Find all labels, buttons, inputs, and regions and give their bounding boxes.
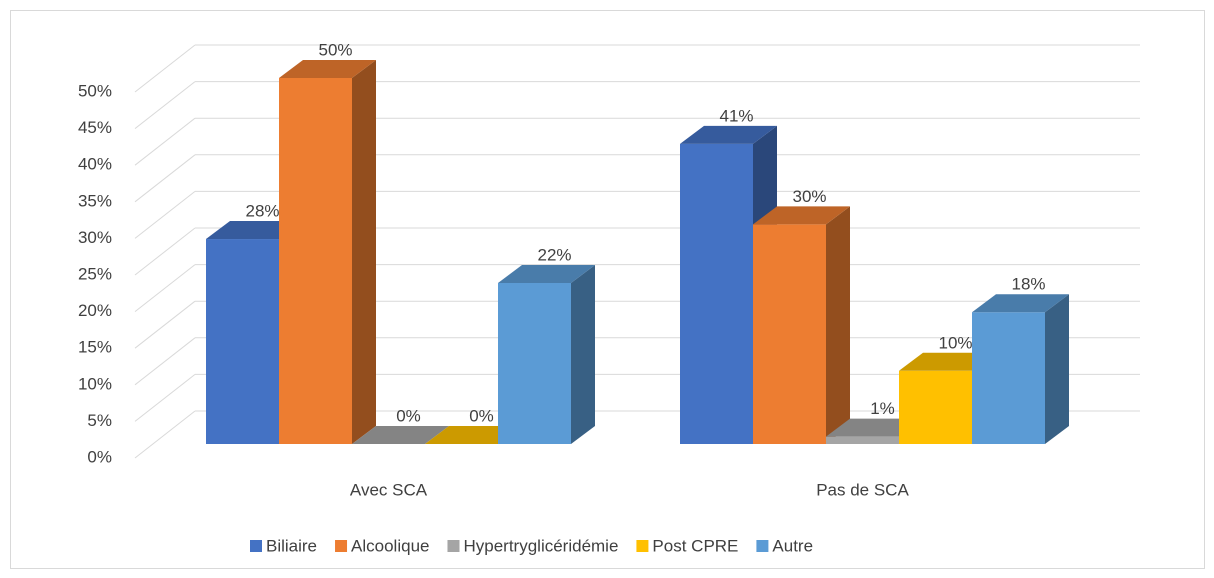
bar — [206, 239, 279, 444]
data-label: 28% — [245, 202, 279, 221]
data-label: 41% — [719, 106, 753, 125]
bar-top — [206, 221, 303, 240]
y-tick-label: 15% — [78, 338, 112, 357]
bar-top — [279, 60, 376, 78]
data-label: 18% — [1011, 275, 1045, 294]
bar-side — [352, 60, 376, 444]
bar-top — [899, 352, 996, 371]
bar — [899, 370, 972, 444]
bar — [680, 143, 753, 444]
bar-side — [826, 206, 850, 444]
y-tick-label: 25% — [78, 264, 112, 283]
data-label: 22% — [537, 245, 571, 264]
bar-top — [680, 125, 777, 144]
bar-top — [826, 418, 923, 437]
y-tick-label: 35% — [78, 191, 112, 210]
grid-line — [134, 227, 196, 276]
legend-label: Biliaire — [266, 536, 317, 555]
grid-line — [134, 410, 196, 459]
grid-line — [134, 374, 196, 422]
grid-line — [134, 117, 196, 166]
bar-side — [571, 264, 595, 444]
y-tick-label: 0% — [87, 447, 112, 466]
data-label: 0% — [396, 406, 421, 425]
y-tick-label: 10% — [78, 374, 112, 393]
y-tick-label: 40% — [78, 155, 112, 174]
bar-top — [753, 206, 850, 225]
y-tick-label: 20% — [78, 301, 112, 320]
bar-top — [972, 294, 1069, 313]
data-label: 1% — [870, 399, 895, 418]
grid-line — [134, 44, 196, 93]
y-tick-label: 50% — [78, 81, 112, 100]
legend-swatch — [636, 540, 649, 552]
grid-line — [134, 154, 196, 203]
legend-label: Hypertryglicéridémie — [463, 536, 618, 555]
x-tick-label: Avec SCA — [350, 480, 428, 499]
data-label: 0% — [469, 406, 494, 425]
grid-line — [134, 264, 196, 312]
data-label: 30% — [792, 187, 826, 206]
legend-label: Post CPRE — [652, 536, 738, 555]
bar — [826, 436, 899, 444]
y-tick-label: 5% — [87, 411, 112, 430]
bar-top — [352, 426, 449, 444]
legend-swatch — [250, 540, 262, 552]
bar-top — [425, 426, 522, 444]
legend-label: Alcoolique — [351, 536, 429, 555]
bar-side — [1045, 294, 1069, 444]
grid-line — [134, 81, 196, 129]
grid-line — [134, 191, 196, 239]
data-label: 10% — [938, 333, 972, 352]
bar — [972, 312, 1045, 444]
grid-line — [134, 337, 196, 386]
bar — [498, 282, 571, 444]
legend-swatch — [447, 540, 460, 552]
x-tick-label: Pas de SCA — [816, 480, 909, 499]
bar — [279, 78, 352, 444]
data-label: 50% — [318, 40, 352, 59]
bar-top — [498, 264, 595, 283]
legend-label: Autre — [772, 536, 813, 555]
y-tick-label: 30% — [78, 228, 112, 247]
grid-line — [134, 300, 196, 349]
bar — [753, 224, 826, 444]
y-tick-label: 45% — [78, 118, 112, 137]
legend-swatch — [335, 540, 348, 552]
legend-swatch — [756, 540, 769, 552]
